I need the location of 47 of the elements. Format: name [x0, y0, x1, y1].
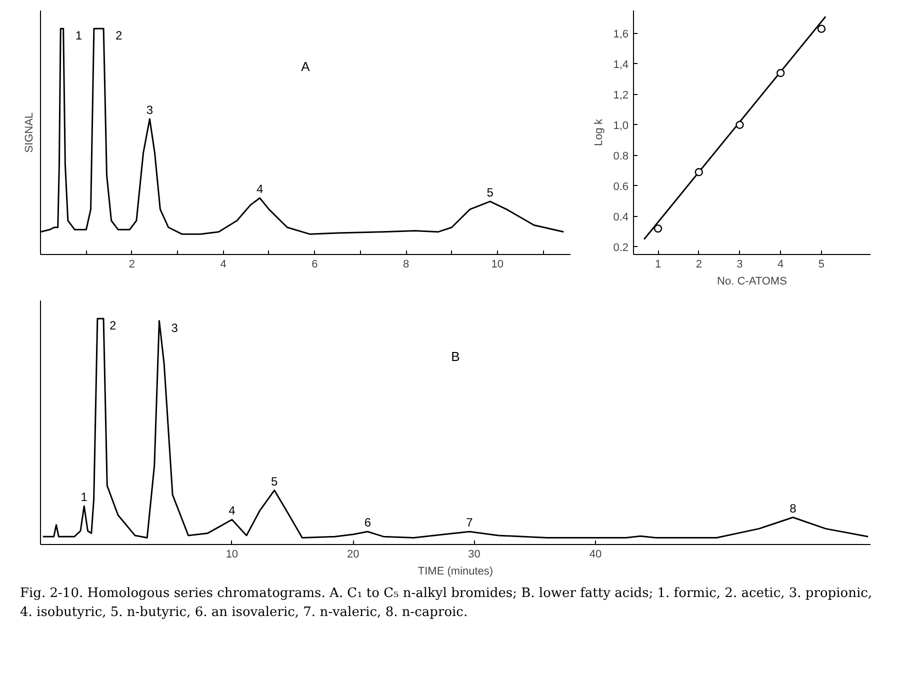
- annotation: 3: [146, 102, 154, 117]
- annotation: 4: [256, 182, 264, 196]
- annotation: 3: [171, 320, 178, 335]
- point: [776, 68, 785, 78]
- y-axis-title: SIGNAL: [24, 112, 36, 153]
- annotation: 1: [75, 28, 82, 43]
- point: [736, 120, 744, 129]
- annotation: A: [301, 58, 310, 74]
- point: [817, 24, 826, 33]
- point: [694, 168, 703, 176]
- annotation: 8: [790, 501, 797, 516]
- x-tick-label: 40: [589, 548, 602, 560]
- x-axis-title: TIME (minutes): [418, 566, 494, 578]
- x-tick-label: 1: [654, 258, 662, 270]
- x-tick-label: 20: [346, 548, 360, 560]
- x-tick-label: 3: [736, 258, 743, 270]
- annotation: 1: [80, 490, 88, 504]
- x-axis-title: No. C-ATOMS: [717, 276, 787, 288]
- x-tick-label: 30: [468, 548, 480, 560]
- y-tick-label: 1,6: [613, 28, 629, 40]
- y-tick-label: 1,2: [613, 89, 629, 102]
- x-tick-label: 2: [696, 258, 702, 270]
- y-tick-label: 1,0: [613, 120, 629, 132]
- x-tick-label: 8: [402, 258, 410, 270]
- y-tick-label: 0.6: [613, 180, 629, 193]
- annotation: 5: [271, 474, 278, 488]
- y-axis-title: Log k: [593, 118, 606, 146]
- x-tick-label: 6: [312, 258, 318, 270]
- annotation: 2: [116, 28, 123, 43]
- annotation: B: [451, 348, 460, 364]
- x-tick-label: 4: [220, 258, 226, 270]
- annotation: 6: [364, 516, 372, 530]
- y-tick-label: 1,4: [613, 58, 629, 71]
- x-tick-label: 10: [491, 258, 504, 270]
- caption: Fig. 2-10. Homologous series chromatograms. A. C₁ to C₅ n-alkyl bromides; B. lower fatty acids; 1. formic, 2. acetic, 3. propionic, 4. isobutyric, 5. n-butyric, 6. an isovaleric, 7. n-valeric, 8. n-caproic.: [20, 585, 874, 622]
- point: [654, 224, 662, 233]
- annotation: 5: [486, 185, 494, 200]
- annotation: 2: [109, 318, 116, 333]
- x-tick-label: 2: [128, 258, 135, 270]
- annotation: 4: [228, 504, 236, 518]
- annotation: 7: [466, 516, 474, 530]
- y-tick-label: 0.8: [613, 150, 629, 162]
- x-tick-label: 4: [778, 258, 784, 270]
- y-tick-label: 0.4: [613, 211, 629, 224]
- x-tick-label: 5: [818, 258, 825, 270]
- x-tick-label: 10: [226, 548, 238, 560]
- y-tick-label: 0.2: [613, 242, 629, 254]
